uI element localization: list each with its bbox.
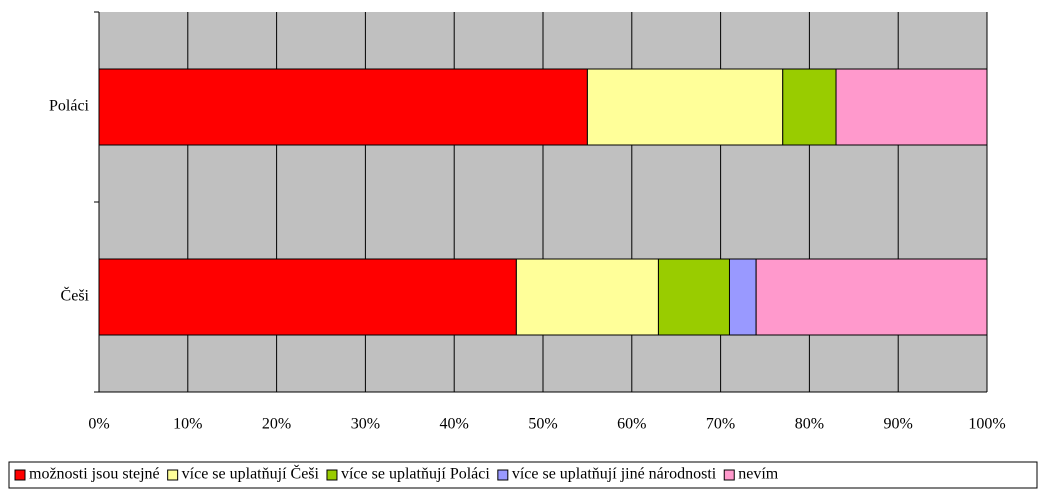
bar-segment (657, 258, 730, 336)
x-tick-label: 10% (173, 416, 202, 433)
legend-label: možnosti jsou stejné (29, 466, 160, 483)
x-tick-label: 100% (968, 416, 1005, 433)
x-tick-label: 70% (706, 416, 735, 433)
legend-swatch (167, 469, 179, 481)
bar-segment (515, 258, 659, 336)
legend-box (8, 461, 1038, 489)
legend-swatch (326, 469, 338, 481)
x-tick-label: 80% (795, 416, 824, 433)
x-tick-label: 90% (884, 416, 913, 433)
x-tick-label: 20% (262, 416, 291, 433)
legend-label: nevím (738, 466, 779, 483)
bar-segment (755, 258, 988, 336)
x-tick-label: 30% (351, 416, 380, 433)
bar-segment (782, 68, 837, 146)
legend-label: více se uplatňují Češi (182, 464, 320, 483)
bar-segment (586, 68, 784, 146)
bar-segment (98, 258, 517, 336)
legend-label: více se uplatňují jiné národnosti (512, 466, 717, 483)
bar-segment (728, 258, 757, 336)
y-tick-label: Poláci (49, 98, 90, 115)
y-tick-label: Češi (61, 286, 90, 305)
legend-swatch (14, 469, 26, 481)
x-tick-label: 40% (440, 416, 469, 433)
x-tick-label: 50% (528, 416, 557, 433)
legend-label: více se uplatňují Poláci (341, 466, 490, 483)
x-tick-label: 0% (88, 416, 109, 433)
bar-segment (835, 68, 988, 146)
legend-swatch (497, 469, 509, 481)
bar-segment (98, 68, 588, 146)
legend-swatch (723, 469, 735, 481)
x-tick-label: 60% (617, 416, 646, 433)
